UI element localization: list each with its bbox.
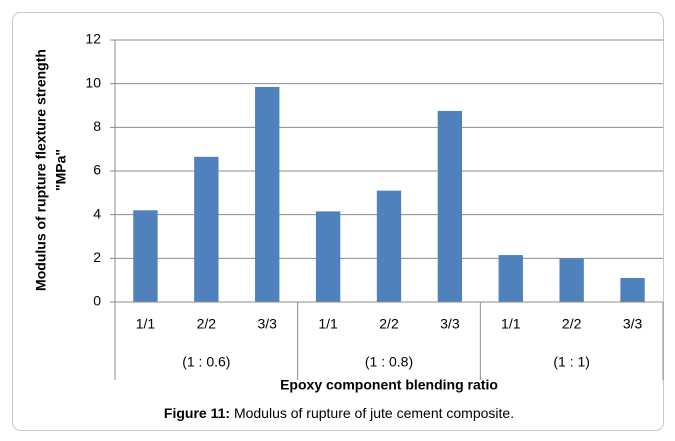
bar (255, 86, 280, 302)
group-label: (1 : 0.8) (365, 354, 413, 370)
caption-text: Modulus of rupture of jute cement compos… (234, 405, 514, 421)
y-tick-label: 8 (93, 118, 101, 134)
x-tick-label: 1/1 (501, 316, 521, 332)
bar (498, 255, 523, 302)
bar (376, 190, 402, 302)
x-tick-label: 3/3 (440, 316, 460, 332)
group-label: (1 : 0.6) (182, 354, 230, 370)
x-axis-label: Epoxy component blending ratio (280, 377, 498, 393)
bar (133, 210, 158, 302)
x-tick-label: 1/1 (318, 316, 338, 332)
caption-label: Figure 11: (164, 405, 230, 421)
x-tick-label: 2/2 (379, 316, 399, 332)
y-tick-label: 2 (93, 249, 101, 265)
y-axis-label: Modulus of rupture flexture strength (33, 49, 49, 291)
x-tick-label: 2/2 (197, 316, 217, 332)
bar (559, 258, 584, 302)
x-tick-label: 1/1 (136, 316, 156, 332)
bar (315, 211, 341, 302)
y-tick-label: 0 (93, 293, 101, 309)
y-tick-label: 6 (93, 162, 101, 178)
bar (437, 110, 463, 302)
x-tick-label: 3/3 (257, 316, 277, 332)
caption: Figure 11: Modulus of rupture of jute ce… (164, 405, 514, 421)
group-label: (1 : 1) (553, 354, 590, 370)
x-tick-label: 3/3 (623, 316, 643, 332)
y-tick-label: 4 (93, 205, 101, 221)
y-tick-label: 12 (85, 31, 101, 47)
y-tick-label: 10 (85, 74, 101, 90)
x-tick-label: 2/2 (562, 316, 582, 332)
frame (12, 12, 664, 431)
bar (620, 277, 645, 302)
y-axis-label: "MPa" (53, 149, 69, 191)
bar (194, 156, 219, 302)
